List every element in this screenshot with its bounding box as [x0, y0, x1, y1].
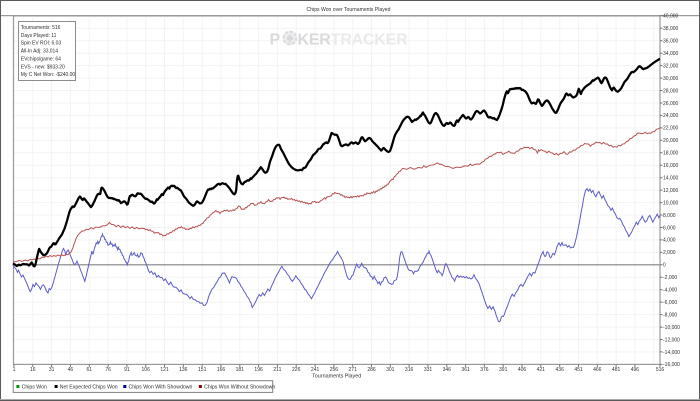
svg-text:Spin EV ROI: 6.03: Spin EV ROI: 6.03 — [21, 41, 62, 47]
svg-text:76: 76 — [105, 367, 111, 373]
svg-text:301: 301 — [386, 367, 395, 373]
svg-text:496: 496 — [631, 367, 640, 373]
svg-text:166: 166 — [217, 367, 226, 373]
svg-text:18,000: 18,000 — [663, 151, 679, 157]
svg-text:331: 331 — [424, 367, 433, 373]
svg-text:361: 361 — [461, 367, 470, 373]
svg-text:-10,000: -10,000 — [663, 325, 680, 331]
svg-text:376: 376 — [480, 367, 489, 373]
svg-text:-4,000: -4,000 — [663, 288, 677, 294]
svg-text:26,000: 26,000 — [663, 101, 679, 107]
svg-text:32,000: 32,000 — [663, 63, 679, 69]
svg-text:421: 421 — [537, 367, 546, 373]
svg-text:4,000: 4,000 — [663, 238, 676, 244]
svg-text:466: 466 — [593, 367, 602, 373]
svg-text:241: 241 — [311, 367, 320, 373]
svg-text:286: 286 — [367, 367, 376, 373]
svg-text:40,000: 40,000 — [663, 14, 679, 20]
svg-text:106: 106 — [142, 367, 151, 373]
svg-text:Days Played: 11: Days Played: 11 — [21, 33, 57, 39]
svg-text:6,000: 6,000 — [663, 225, 676, 231]
svg-text:Chips Won over Tournaments Pla: Chips Won over Tournaments Played — [307, 7, 391, 13]
svg-text:-2,000: -2,000 — [663, 275, 677, 281]
svg-text:-16,000: -16,000 — [663, 362, 680, 368]
svg-text:24,000: 24,000 — [663, 113, 679, 119]
svg-text:EVS - new: $933.20: EVS - new: $933.20 — [21, 64, 65, 70]
svg-text:22,000: 22,000 — [663, 126, 679, 132]
svg-text:12,000: 12,000 — [663, 188, 679, 194]
svg-text:All-In Adj: 33,014: All-In Adj: 33,014 — [21, 49, 59, 55]
svg-text:91: 91 — [124, 367, 130, 373]
svg-text:0: 0 — [663, 263, 666, 269]
svg-text:Tournaments: 516: Tournaments: 516 — [21, 25, 61, 31]
svg-text:30,000: 30,000 — [663, 76, 679, 82]
svg-text:181: 181 — [236, 367, 245, 373]
svg-text:2,000: 2,000 — [663, 250, 676, 256]
svg-text:436: 436 — [556, 367, 565, 373]
svg-text:121: 121 — [160, 367, 169, 373]
svg-text:16: 16 — [30, 367, 36, 373]
svg-text:346: 346 — [443, 367, 452, 373]
svg-text:Net Expected Chips Won: Net Expected Chips Won — [60, 384, 118, 390]
svg-text:211: 211 — [273, 367, 281, 373]
svg-text:EVchips/game: 64: EVchips/game: 64 — [21, 56, 61, 62]
svg-text:10,000: 10,000 — [663, 200, 679, 206]
svg-text:481: 481 — [612, 367, 621, 373]
svg-text:316: 316 — [405, 367, 414, 373]
svg-text:-6,000: -6,000 — [663, 300, 677, 306]
svg-text:61: 61 — [87, 367, 93, 373]
svg-text:38,000: 38,000 — [663, 26, 679, 32]
svg-text:8,000: 8,000 — [663, 213, 676, 219]
svg-text:28,000: 28,000 — [663, 88, 679, 94]
svg-text:136: 136 — [179, 367, 188, 373]
svg-text:-8,000: -8,000 — [663, 312, 677, 318]
svg-text:406: 406 — [518, 367, 527, 373]
svg-text:451: 451 — [574, 367, 583, 373]
svg-text:271: 271 — [349, 367, 358, 373]
svg-text:Chips Won Without Showdown: Chips Won Without Showdown — [204, 384, 275, 390]
svg-text:31: 31 — [49, 367, 55, 373]
svg-text:20,000: 20,000 — [663, 138, 679, 144]
svg-text:16,000: 16,000 — [663, 163, 679, 169]
svg-text:391: 391 — [499, 367, 508, 373]
svg-text:Tournaments Played: Tournaments Played — [312, 374, 361, 380]
svg-text:226: 226 — [292, 367, 301, 373]
svg-text:-12,000: -12,000 — [663, 337, 680, 343]
svg-text:46: 46 — [68, 367, 74, 373]
svg-text:151: 151 — [198, 367, 207, 373]
svg-text:34,000: 34,000 — [663, 51, 679, 57]
svg-text:36,000: 36,000 — [663, 39, 679, 45]
svg-text:14,000: 14,000 — [663, 176, 679, 182]
svg-text:196: 196 — [254, 367, 263, 373]
svg-text:Chips Won: Chips Won — [22, 384, 47, 390]
svg-text:My C Net Won: -$240.00: My C Net Won: -$240.00 — [21, 72, 76, 78]
svg-text:1: 1 — [13, 367, 16, 373]
svg-text:516: 516 — [656, 367, 665, 373]
svg-text:256: 256 — [330, 367, 339, 373]
svg-text:Chips Won With Showdown: Chips Won With Showdown — [129, 384, 193, 390]
svg-text:-14,000: -14,000 — [663, 350, 680, 356]
